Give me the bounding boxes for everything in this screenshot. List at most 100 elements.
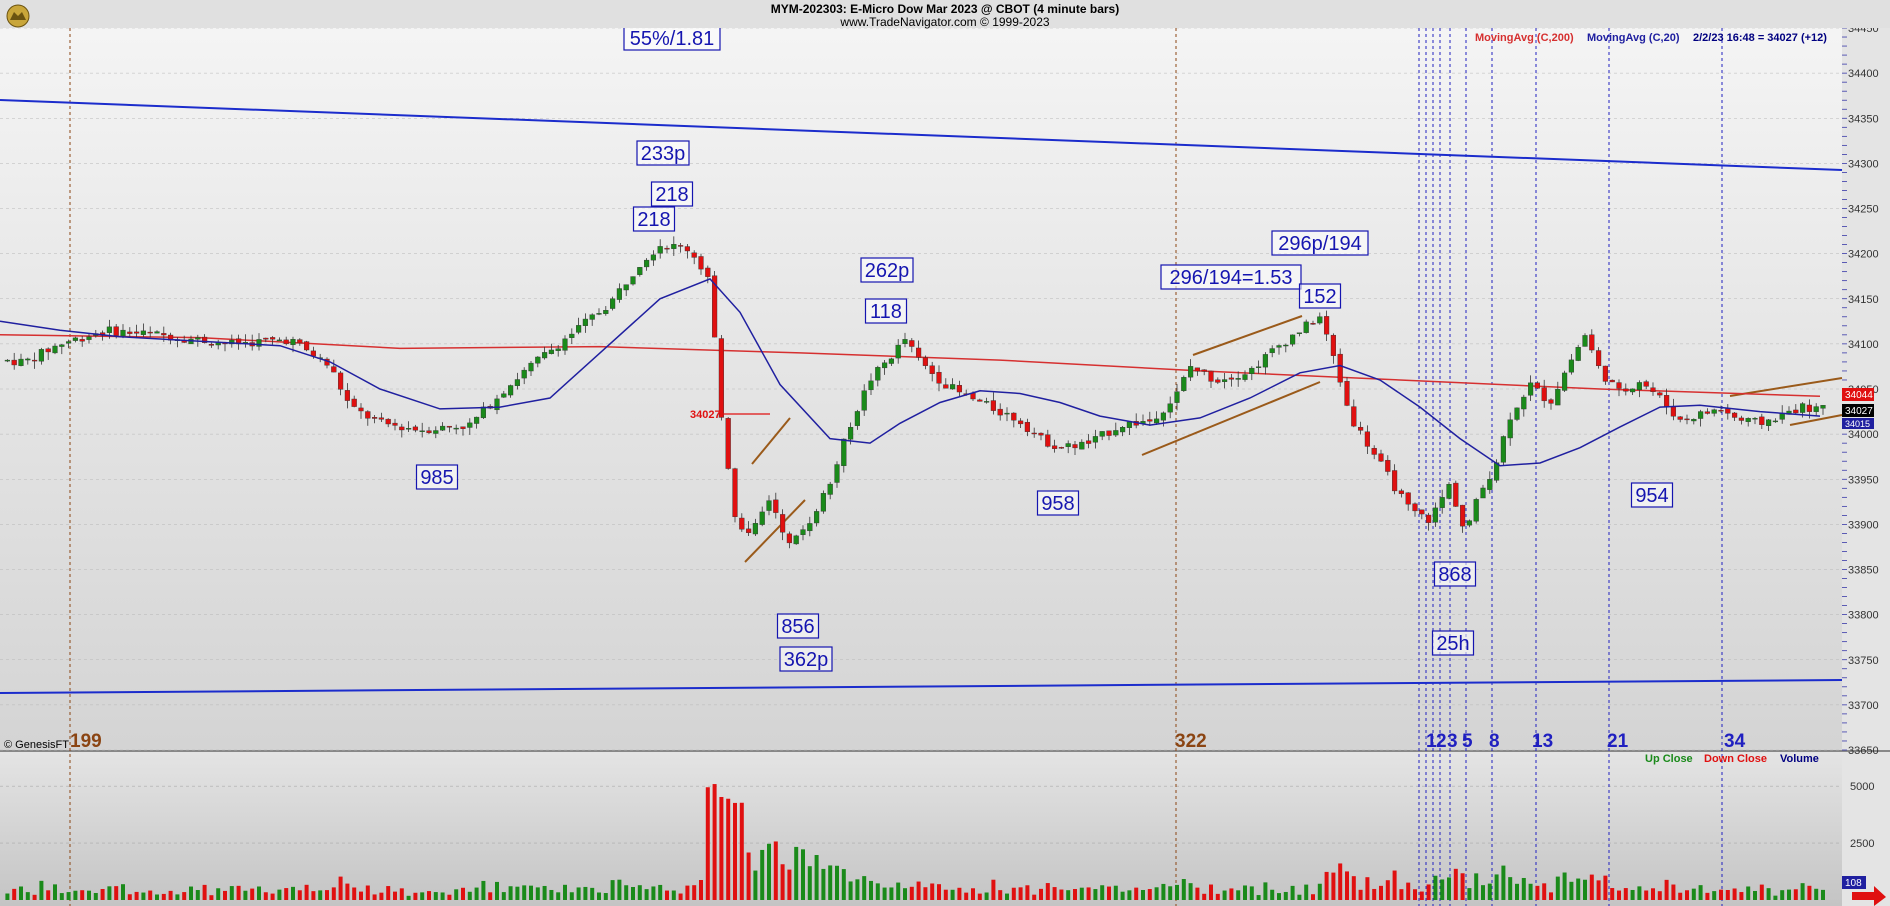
volume-bar-down xyxy=(937,884,941,900)
annotation-text: 362p xyxy=(784,649,829,671)
volume-bar-up xyxy=(1236,890,1241,900)
fib-label-3: 3 xyxy=(1447,731,1458,752)
volume-bar-up xyxy=(644,889,649,900)
level-marker-label: 34027 xyxy=(690,409,721,421)
candle-down xyxy=(270,337,276,340)
candle-down xyxy=(1650,387,1656,393)
volume-bar-down xyxy=(46,890,51,900)
volume-bar-up xyxy=(807,866,812,900)
volume-bar-down xyxy=(1385,880,1390,900)
volume-bar-down xyxy=(1209,884,1213,900)
volume-bar-up xyxy=(277,889,282,900)
price-tick-label: 33800 xyxy=(1848,610,1879,622)
volume-bar-down xyxy=(685,885,690,900)
price-tick-label: 34150 xyxy=(1848,294,1879,306)
candle-up xyxy=(1269,348,1275,354)
candle-up xyxy=(793,535,799,545)
volume-bar-up xyxy=(1800,883,1805,900)
volume-pane xyxy=(0,752,1842,906)
candle-up xyxy=(440,425,446,431)
volume-bar-up xyxy=(1583,879,1587,900)
volume-bar-up xyxy=(590,887,595,900)
volume-bar-up xyxy=(1127,890,1132,900)
candle-down xyxy=(1806,404,1813,412)
legend-ma200: MovingAvg (C,200) xyxy=(1475,32,1574,44)
volume-bar-up xyxy=(882,887,887,900)
volume-bar-down xyxy=(930,883,935,900)
volume-bar-up xyxy=(229,886,234,900)
app-logo[interactable] xyxy=(6,4,30,28)
candle-down xyxy=(127,331,133,334)
candle-down xyxy=(1208,370,1214,382)
candle-up xyxy=(514,379,521,387)
candle-down xyxy=(378,417,385,420)
volume-bar-up xyxy=(1521,877,1526,900)
candle-down xyxy=(392,422,398,426)
candle-up xyxy=(814,511,820,524)
volume-bar-up xyxy=(583,886,588,900)
annotation-a15: 25h xyxy=(1431,630,1475,656)
candle-up xyxy=(154,331,160,334)
annotation-box xyxy=(860,257,914,283)
volume-bar-up xyxy=(814,855,819,900)
candle-up xyxy=(841,438,847,467)
candle-up xyxy=(256,339,262,347)
volume-bar-down xyxy=(1215,893,1220,900)
volume-bar-up xyxy=(603,893,608,900)
candle-down xyxy=(691,252,697,258)
volume-bar-down xyxy=(1392,870,1397,900)
volume-bar-down xyxy=(977,893,982,900)
annotation-box xyxy=(1271,230,1369,256)
volume-bar-up xyxy=(862,876,867,900)
volume-bar-down xyxy=(1664,879,1669,900)
candle-up xyxy=(1568,359,1575,373)
price-tick-label: 33950 xyxy=(1848,474,1879,486)
watermark: © GenesisFT xyxy=(4,739,69,751)
candle-up xyxy=(453,427,459,430)
candle-down xyxy=(147,331,153,334)
volume-bar-up xyxy=(549,889,554,900)
candle-down xyxy=(201,336,208,343)
candle-up xyxy=(494,398,500,411)
candle-up xyxy=(596,313,602,315)
candle-up xyxy=(65,341,72,344)
candle-up xyxy=(1303,321,1309,333)
candle-down xyxy=(161,333,167,336)
candle-down xyxy=(426,430,432,434)
volume-bar-down xyxy=(168,890,173,900)
candle-down xyxy=(1085,440,1092,444)
volume-bar-up xyxy=(243,890,248,900)
annotation-a10: 958 xyxy=(1036,490,1080,516)
candle-down xyxy=(922,357,929,366)
volume-bar-up xyxy=(1481,885,1485,900)
volume-bar-down xyxy=(1685,890,1689,900)
annotation-text: 152 xyxy=(1303,286,1336,308)
candle-down xyxy=(133,331,140,334)
candle-up xyxy=(657,246,663,254)
volume-bar-down xyxy=(372,894,377,900)
candle-down xyxy=(1548,399,1554,404)
candle-up xyxy=(984,401,990,403)
candle-up xyxy=(508,385,514,396)
annotation-text: 296/194=1.53 xyxy=(1170,267,1293,289)
volume-bar-down xyxy=(236,885,241,900)
volume-bar-up xyxy=(597,892,601,900)
candle-up xyxy=(1221,379,1228,382)
candle-up xyxy=(1799,403,1806,413)
volume-bar-down xyxy=(780,864,785,900)
volume-bar-up xyxy=(93,892,98,900)
annotation-a2: 233p xyxy=(636,140,690,166)
candle-up xyxy=(140,330,147,335)
volume-bar-up xyxy=(1263,882,1268,900)
volume-bar-down xyxy=(1406,882,1411,900)
volume-bar-up xyxy=(1515,883,1519,900)
volume-bar-up xyxy=(767,843,771,900)
price-axis-ticks: 3445034400343503430034250342003415034100… xyxy=(1842,23,1879,757)
candle-up xyxy=(528,362,534,372)
volume-bar-down xyxy=(413,892,418,900)
volume-bar-up xyxy=(318,890,323,900)
candle-up xyxy=(1555,388,1561,406)
volume-bar-up xyxy=(794,846,799,900)
candle-down xyxy=(1310,323,1316,325)
scroll-right-arrow-icon[interactable] xyxy=(1852,886,1886,906)
